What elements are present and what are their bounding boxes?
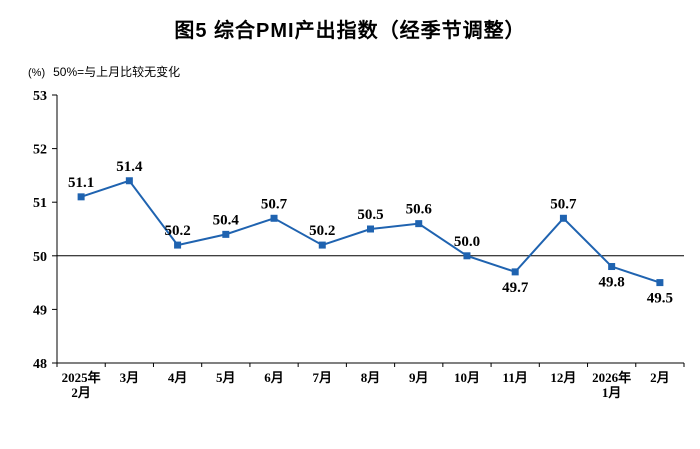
x-axis-label: 5月	[216, 370, 236, 385]
data-label: 51.1	[68, 175, 94, 191]
pmi-figure: 图5 综合PMI产出指数（经季节调整） (%) 50%=与上月比较无变化 48 49…	[0, 14, 700, 429]
x-axis-label: 3月	[120, 370, 140, 385]
x-axis-label: 6月	[264, 370, 284, 385]
data-label: 50.0	[454, 234, 480, 250]
data-point	[415, 220, 423, 228]
data-label: 50.6	[406, 202, 433, 218]
x-axis-label: 4月	[168, 370, 188, 385]
data-label: 50.2	[164, 223, 190, 239]
y-axis-label: 49	[33, 303, 47, 318]
chart-title: 图5 综合PMI产出指数（经季节调整）	[174, 20, 526, 42]
data-label: 50.4	[213, 212, 240, 228]
x-axis-label: 12月	[550, 370, 576, 385]
data-label: 50.5	[357, 207, 383, 223]
x-axis-label: 2月	[650, 370, 670, 385]
data-point	[511, 268, 519, 276]
data-point	[222, 230, 230, 238]
y-axis-label: 52	[33, 143, 47, 158]
data-point	[174, 241, 182, 249]
data-point	[270, 214, 278, 222]
data-point	[559, 214, 567, 222]
data-point	[608, 263, 616, 271]
data-point	[318, 241, 326, 249]
data-label: 49.5	[647, 291, 673, 307]
data-label: 50.7	[261, 196, 288, 212]
axis-unit-row: (%) 50%=与上月比较无变化	[28, 63, 700, 79]
data-label: 50.2	[309, 223, 335, 239]
data-label: 50.7	[550, 196, 577, 212]
data-label: 49.7	[502, 280, 529, 296]
data-point	[125, 177, 133, 185]
x-axis-label: 8月	[361, 370, 381, 385]
data-point	[463, 252, 471, 260]
y-axis-label: 48	[33, 357, 47, 372]
data-point	[656, 279, 664, 287]
x-axis-label: 9月	[409, 370, 429, 385]
data-label: 49.8	[599, 275, 625, 291]
x-axis-label: 2025年	[62, 370, 101, 385]
line-chart: 48 49 50 51 52 53 51.1 51.4 50.2 50.4 50.7 50.2 50.5…	[33, 89, 685, 400]
data-point	[77, 193, 85, 201]
y-axis-label: 51	[33, 196, 47, 211]
x-axis-label: 10月	[454, 370, 480, 385]
x-axis-label: 1月	[602, 385, 622, 400]
x-axis-label: 2026年	[592, 370, 631, 385]
x-axis-label: 7月	[313, 370, 333, 385]
data-point	[367, 225, 374, 233]
y-axis-label: 53	[33, 89, 47, 104]
chart-subtitle: 50%=与上月比较无变化	[53, 65, 181, 79]
x-axis-label: 11月	[503, 370, 528, 385]
x-axis-label: 2月	[71, 385, 91, 400]
data-label: 51.4	[116, 159, 143, 175]
y-axis-unit-label: (%)	[28, 67, 46, 79]
y-axis-label: 50	[33, 250, 47, 265]
